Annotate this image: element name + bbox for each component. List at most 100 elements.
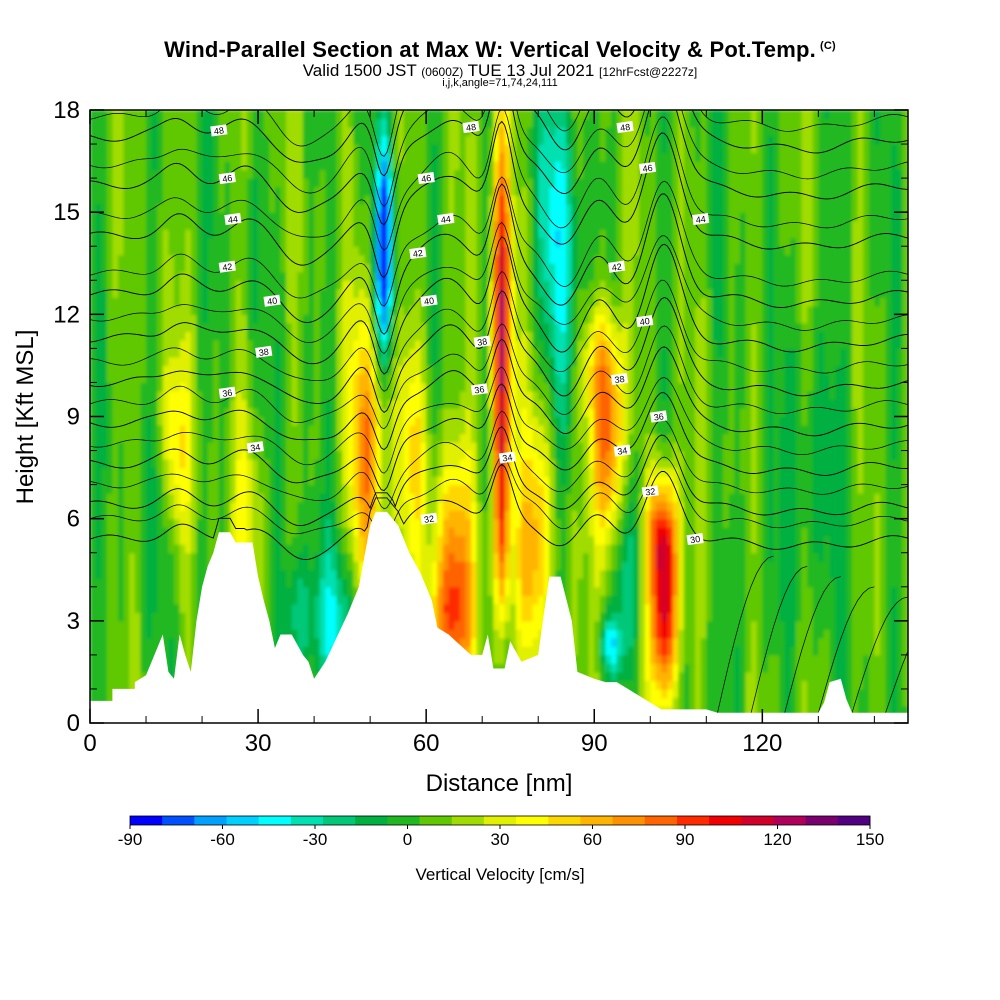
w-cell bbox=[891, 697, 898, 707]
w-cell bbox=[174, 603, 181, 613]
w-cell bbox=[812, 586, 819, 596]
w-cell bbox=[476, 442, 483, 452]
w-cell bbox=[291, 603, 298, 613]
w-cell bbox=[207, 484, 214, 494]
w-cell bbox=[728, 476, 735, 486]
w-cell bbox=[891, 493, 898, 503]
w-cell bbox=[902, 510, 908, 520]
w-cell bbox=[543, 544, 551, 554]
w-cell bbox=[863, 671, 870, 682]
w-cell bbox=[823, 527, 831, 537]
w-cell bbox=[790, 688, 797, 699]
w-cell bbox=[639, 561, 646, 571]
w-cell bbox=[106, 629, 114, 639]
w-cell bbox=[756, 680, 763, 690]
w-cell bbox=[157, 510, 164, 520]
w-cell bbox=[437, 595, 444, 605]
w-cell bbox=[672, 586, 679, 596]
w-cell bbox=[448, 620, 455, 630]
w-cell bbox=[157, 442, 164, 452]
w-cell bbox=[599, 476, 607, 486]
w-cell bbox=[711, 476, 719, 486]
w-cell bbox=[134, 595, 142, 605]
w-cell bbox=[213, 450, 220, 460]
w-cell bbox=[885, 459, 892, 469]
w-cell bbox=[291, 467, 298, 477]
w-cell bbox=[280, 578, 287, 588]
w-cell bbox=[695, 680, 702, 690]
w-cell bbox=[258, 561, 265, 571]
w-cell bbox=[168, 620, 175, 630]
w-cell bbox=[112, 433, 119, 443]
w-cell bbox=[112, 612, 119, 622]
w-cell bbox=[863, 578, 870, 588]
w-cell bbox=[420, 450, 427, 460]
w-cell bbox=[851, 578, 859, 588]
w-cell bbox=[661, 603, 668, 613]
w-cell bbox=[168, 603, 175, 613]
w-cell bbox=[801, 603, 808, 613]
w-cell bbox=[515, 612, 523, 622]
w-cell bbox=[711, 705, 719, 716]
w-cell bbox=[291, 433, 298, 443]
w-cell bbox=[325, 459, 332, 469]
w-cell bbox=[616, 671, 623, 682]
w-cell bbox=[902, 680, 908, 690]
w-cell bbox=[779, 484, 786, 494]
w-cell bbox=[420, 544, 427, 554]
w-cell bbox=[90, 459, 97, 469]
w-cell bbox=[773, 637, 780, 647]
w-cell bbox=[454, 629, 461, 639]
w-cell bbox=[123, 671, 130, 682]
w-cell bbox=[426, 544, 433, 554]
w-cell bbox=[280, 433, 287, 443]
w-cell bbox=[896, 552, 903, 562]
w-cell bbox=[812, 578, 819, 588]
w-cell bbox=[863, 459, 870, 469]
w-cell bbox=[667, 595, 674, 605]
w-cell bbox=[622, 612, 629, 622]
w-cell bbox=[207, 527, 214, 537]
w-cell bbox=[622, 493, 629, 503]
w-cell bbox=[499, 476, 506, 486]
w-cell bbox=[342, 476, 349, 486]
w-cell bbox=[543, 493, 551, 503]
w-cell bbox=[829, 450, 836, 460]
w-cell bbox=[336, 552, 343, 562]
w-cell bbox=[459, 620, 466, 630]
w-cell bbox=[807, 680, 814, 690]
w-cell bbox=[779, 501, 786, 511]
w-cell bbox=[174, 544, 181, 554]
w-cell bbox=[767, 484, 775, 494]
w-cell bbox=[779, 518, 786, 528]
w-cell bbox=[190, 569, 198, 579]
w-cell bbox=[717, 629, 724, 639]
w-cell bbox=[538, 459, 545, 469]
w-cell bbox=[538, 578, 545, 588]
w-cell bbox=[386, 450, 394, 460]
w-cell bbox=[140, 501, 147, 511]
w-cell bbox=[599, 578, 607, 588]
w-cell bbox=[650, 629, 657, 639]
w-cell bbox=[476, 552, 483, 562]
w-cell bbox=[549, 433, 556, 443]
w-cell bbox=[308, 663, 315, 673]
w-cell bbox=[314, 603, 321, 613]
w-cell bbox=[700, 671, 707, 682]
w-cell bbox=[325, 569, 332, 579]
w-cell bbox=[336, 467, 343, 477]
w-cell bbox=[459, 450, 466, 460]
w-cell bbox=[493, 612, 500, 622]
w-cell bbox=[112, 569, 119, 579]
w-cell bbox=[95, 527, 102, 537]
w-cell bbox=[123, 586, 130, 596]
w-cell bbox=[297, 484, 304, 494]
w-cell bbox=[482, 510, 489, 520]
w-cell bbox=[823, 561, 831, 571]
w-cell bbox=[706, 646, 713, 656]
w-cell bbox=[330, 476, 338, 486]
w-cell bbox=[224, 493, 231, 503]
w-cell bbox=[795, 493, 803, 503]
w-cell bbox=[297, 476, 304, 486]
w-cell bbox=[767, 663, 775, 673]
